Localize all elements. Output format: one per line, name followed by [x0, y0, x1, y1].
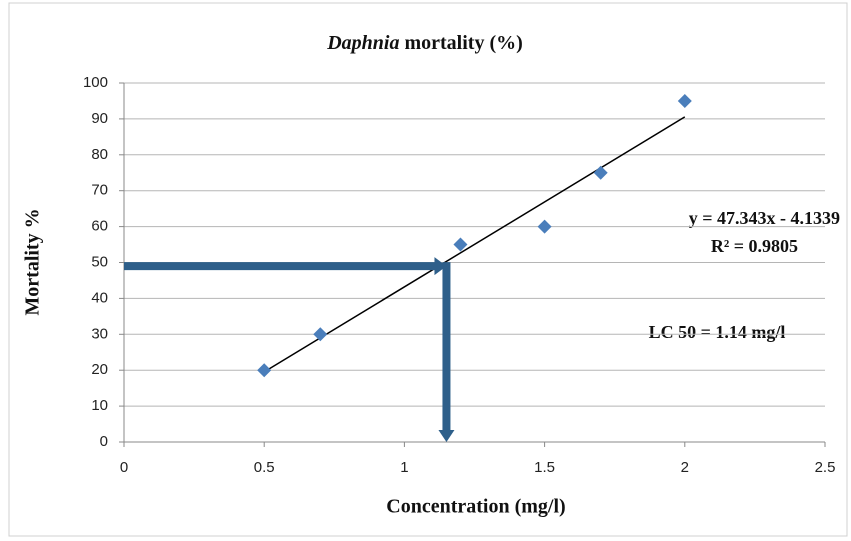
- point: [677, 93, 692, 108]
- x-axis-label: Concentration (mg/l): [386, 496, 565, 518]
- point: [593, 165, 608, 180]
- y-tick-label: 70: [91, 182, 108, 199]
- r2-label: R² = 0.9805: [711, 236, 798, 256]
- lc50-arrow-h-head: [434, 257, 447, 276]
- y-axis-label: Mortality %: [22, 208, 44, 315]
- point: [537, 219, 552, 234]
- y-tick-label: 50: [91, 253, 108, 270]
- trendline: [263, 116, 686, 373]
- x-tick-label: 0.5: [254, 459, 275, 476]
- point: [313, 327, 328, 342]
- x-tick-label: 1: [400, 459, 408, 476]
- point: [453, 237, 468, 252]
- y-tick-label: 0: [100, 433, 108, 450]
- y-tick-label: 10: [91, 397, 108, 414]
- point: [257, 363, 272, 378]
- y-tick-label: 60: [91, 218, 108, 235]
- x-tick-label: 2: [681, 459, 689, 476]
- y-tick-label: 90: [91, 110, 108, 127]
- y-tick-label: 80: [91, 146, 108, 163]
- y-tick-label: 30: [91, 325, 108, 342]
- lc50-arrow-v-head: [438, 430, 455, 442]
- lc50-label: LC 50 = 1.14 mg/l: [649, 322, 786, 342]
- x-tick-label: 2.5: [815, 459, 836, 476]
- x-tick-label: 0: [120, 459, 128, 476]
- title-rest: mortality (%): [404, 32, 522, 54]
- title-italic: Daphnia: [326, 32, 399, 54]
- y-tick-label: 100: [83, 74, 108, 91]
- x-tick-label: 1.5: [534, 459, 555, 476]
- chart-title: Daphnia mortality (%): [326, 32, 523, 54]
- y-tick-label: 20: [91, 361, 108, 378]
- y-tick-label: 40: [91, 289, 108, 306]
- equation-label: y = 47.343x - 4.1339: [689, 208, 840, 228]
